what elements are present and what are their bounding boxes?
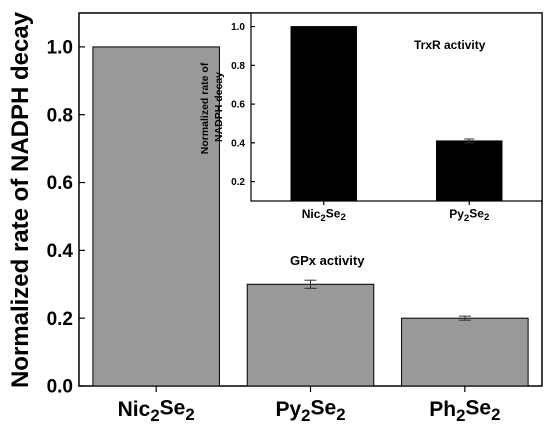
category-label-part: 2 — [340, 212, 345, 223]
main-y-tick-label: 1.0 — [47, 38, 73, 59]
category-label-part: Ph — [429, 398, 456, 421]
category-label-part: Py — [449, 207, 464, 221]
gpx-activity-label: GPx activity — [290, 253, 365, 268]
category-label-part: Nic — [118, 398, 151, 421]
main-y-tick-label: 0.8 — [47, 105, 73, 126]
category-label-part: Se — [160, 397, 186, 420]
inset-error-bar — [464, 138, 475, 144]
main-error-bar — [458, 315, 471, 321]
category-label-part: Se — [469, 206, 484, 220]
main-x-tick-label: Ph2Se2 — [429, 397, 500, 425]
inset-y-tick-label: 0.2 — [231, 177, 245, 188]
category-label-part: 2 — [464, 213, 469, 224]
inset-y-axis-label-line1: Normalized rate of — [199, 62, 211, 154]
inset-y-tick-label: 1.0 — [231, 22, 245, 33]
category-label-part: 2 — [185, 405, 194, 424]
category-label-part: 2 — [336, 405, 345, 424]
inset-x-tick-label: Nic2Se2 — [302, 206, 346, 224]
inset-y-tick-label: 0.8 — [231, 61, 245, 72]
category-label-part: 2 — [320, 213, 325, 224]
category-label-part: Se — [326, 206, 341, 220]
inset-x-tick-label: Py2Se2 — [449, 206, 489, 224]
category-label-part: 2 — [491, 405, 500, 424]
main-y-tick-label: 0.2 — [47, 309, 73, 330]
inset-bar — [290, 26, 357, 202]
category-label-part: 2 — [484, 212, 489, 223]
category-label-part: Nic — [302, 207, 321, 221]
category-label-part: 2 — [150, 406, 159, 425]
main-chart: 0.00.20.40.60.81.0 Nic2Se2 Py2Se2 Ph2Se2 N… — [7, 11, 543, 425]
inset-plot-frame — [250, 12, 543, 202]
category-label-part: Py — [275, 398, 301, 421]
main-bar — [401, 317, 529, 387]
inset-chart: 0.20.40.60.81.0 Nic2Se2 Py2Se2 Normalized… — [199, 12, 543, 224]
main-y-tick-label: 0.4 — [47, 241, 74, 262]
main-error-bar — [304, 279, 317, 289]
inset-y-tick-label: 0.6 — [231, 100, 245, 111]
main-bar — [246, 283, 375, 387]
inset-y-axis-label: Normalized rate of NADPH decay — [199, 60, 225, 155]
main-y-tick-label: 0.0 — [47, 377, 73, 398]
inset-y-tick-label: 0.4 — [231, 138, 245, 149]
main-bar — [92, 46, 220, 387]
main-x-tick-label: Py2Se2 — [275, 397, 345, 425]
main-y-axis-label: Normalized rate of NADPH decay — [7, 11, 34, 388]
main-y-tick-label: 0.6 — [47, 173, 73, 194]
inset-bar — [436, 140, 503, 202]
trxr-activity-label: TrxR activity — [414, 38, 486, 52]
main-x-tick-label: Nic2Se2 — [118, 397, 195, 425]
category-label-part: 2 — [301, 406, 310, 425]
category-label-part: Se — [465, 397, 491, 420]
category-label-part: 2 — [456, 406, 465, 425]
category-label-part: Se — [311, 397, 337, 420]
inset-y-axis-label-line2: NADPH decay — [213, 72, 225, 142]
